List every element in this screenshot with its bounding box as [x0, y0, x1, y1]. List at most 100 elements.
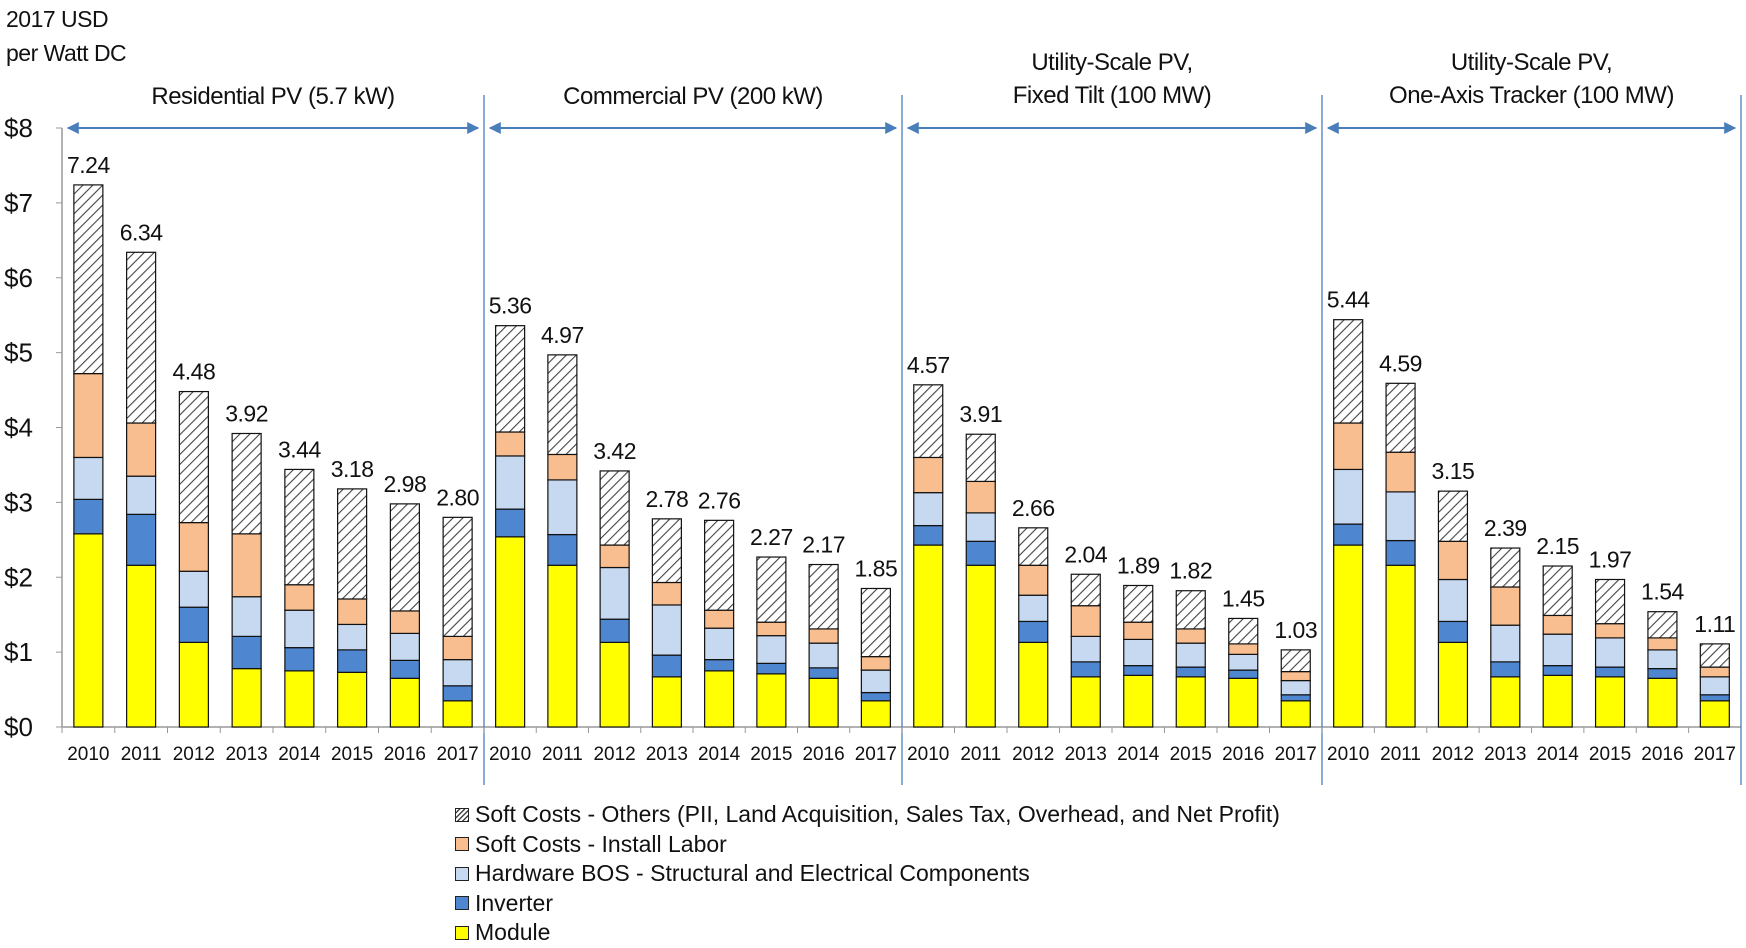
bar-segment-hardware: [284, 609, 315, 649]
x-tick-label: 2013: [1484, 744, 1526, 765]
bar-segment-soft-others: [284, 468, 315, 586]
bar-segment-hardware: [1070, 635, 1101, 663]
bar-segment-soft-labor: [1490, 586, 1521, 626]
total-data-label: 3.15: [1432, 458, 1475, 484]
legend-label: Soft Costs - Others (PII, Land Acquisiti…: [475, 801, 1280, 828]
legend-swatch: [455, 896, 469, 911]
bar-segment-soft-labor: [965, 480, 996, 514]
bar-segment-soft-others: [337, 488, 368, 600]
y-tick-label: $5: [4, 338, 33, 368]
total-data-label: 1.97: [1589, 546, 1632, 572]
bar-segment-hardware: [1490, 624, 1521, 663]
bar-segment-hardware: [337, 623, 368, 651]
bar-segment-soft-labor: [1385, 451, 1416, 493]
bar-segment-module: [1437, 641, 1469, 728]
total-data-label: 1.11: [1694, 611, 1735, 637]
group-title: Utility-Scale PV,: [1451, 49, 1612, 76]
bar-segment-hardware: [651, 604, 682, 656]
bar-segment-soft-others: [704, 519, 735, 611]
x-tick-label: 2011: [1380, 744, 1421, 765]
total-data-label: 3.44: [278, 436, 321, 462]
bar-segment-module: [231, 667, 262, 728]
bar-segment-soft-labor: [860, 656, 891, 671]
bar-segment-module: [1175, 676, 1206, 728]
bar-segment-soft-others: [178, 390, 209, 524]
bar-segment-hardware: [1280, 679, 1311, 696]
bar-segment-soft-others: [1280, 649, 1311, 673]
bar-segment-hardware: [231, 596, 262, 638]
bar-segment-module: [1123, 674, 1154, 728]
bar-segment-soft-others: [73, 184, 104, 375]
bar-segment-inverter: [651, 654, 682, 678]
bar-segment-inverter: [1018, 620, 1049, 643]
bar-segment-hardware: [547, 479, 578, 536]
total-data-label: 2.27: [750, 524, 793, 550]
bar-segment-module: [495, 536, 526, 728]
total-data-label: 2.39: [1484, 515, 1527, 541]
group-title: Residential PV (5.7 kW): [151, 83, 394, 110]
x-tick-label: 2011: [121, 744, 162, 765]
y-tick-label: $3: [4, 487, 33, 517]
bar-segment-hardware: [178, 570, 209, 608]
bar-segment-soft-labor: [1175, 628, 1206, 644]
bar-segment-inverter: [442, 685, 473, 702]
total-data-label: 3.91: [959, 401, 1002, 427]
bar-segment-inverter: [860, 691, 891, 702]
bar-segment-module: [1333, 544, 1364, 728]
bar-segment-module: [337, 671, 368, 728]
total-data-label: 4.48: [172, 359, 215, 385]
bar-segment-module: [913, 544, 944, 728]
x-tick-label: 2012: [1432, 744, 1474, 765]
bar-segment-soft-labor: [1018, 564, 1049, 596]
total-data-label: 4.97: [541, 322, 584, 348]
bar-segment-soft-others: [1333, 319, 1364, 424]
total-data-label: 1.03: [1274, 617, 1317, 643]
total-data-label: 1.89: [1117, 552, 1160, 578]
bar-segment-hardware: [860, 669, 891, 694]
bar-segment-hardware: [965, 512, 996, 542]
bar-segment-soft-others: [1594, 578, 1626, 625]
bar-segment-inverter: [704, 659, 735, 672]
bar-segment-hardware: [1175, 642, 1206, 668]
x-tick-label: 2015: [331, 744, 373, 765]
bar-segment-soft-labor: [1647, 637, 1678, 651]
group-title: Fixed Tilt (100 MW): [1013, 82, 1212, 109]
bar-segment-inverter: [126, 513, 157, 566]
bar-segment-soft-labor: [1699, 666, 1730, 678]
x-tick-label: 2016: [384, 744, 426, 765]
x-tick-label: 2010: [1327, 744, 1369, 765]
x-tick-label: 2011: [542, 744, 583, 765]
bar-segment-inverter: [73, 498, 104, 535]
legend-item: Hardware BOS - Structural and Electrical…: [455, 859, 1280, 889]
bar-segment-module: [1280, 700, 1311, 728]
x-tick-label: 2015: [1589, 744, 1631, 765]
x-tick-label: 2010: [67, 744, 109, 765]
bar-segment-hardware: [1647, 649, 1678, 670]
bar-segment-soft-labor: [913, 456, 944, 494]
legend-label: Inverter: [475, 889, 553, 916]
legend-item: Inverter: [455, 889, 1280, 919]
y-tick-label: $8: [4, 113, 33, 143]
bar-segment-hardware: [1123, 638, 1154, 667]
total-data-label: 3.18: [331, 456, 374, 482]
x-tick-label: 2014: [1117, 744, 1160, 765]
bar-segment-soft-labor: [651, 581, 682, 606]
bar-segment-soft-others: [756, 556, 787, 623]
bar-segment-soft-labor: [178, 521, 209, 572]
bar-segment-hardware: [1018, 594, 1049, 623]
legend: Soft Costs - Others (PII, Land Acquisiti…: [455, 800, 1280, 948]
legend-swatch: [455, 925, 469, 940]
y-axis-label-line-1: 2017 USD: [6, 6, 109, 32]
bar-segment-module: [704, 670, 735, 728]
x-tick-label: 2012: [593, 744, 635, 765]
total-data-label: 2.15: [1536, 533, 1579, 559]
bar-segment-module: [1647, 677, 1678, 728]
bar-segment-inverter: [495, 508, 526, 538]
total-data-label: 5.36: [489, 293, 532, 319]
bar-segment-module: [547, 564, 578, 728]
bar-segment-hardware: [442, 659, 473, 687]
total-data-label: 1.85: [854, 555, 897, 581]
bar-segment-inverter: [284, 647, 315, 672]
y-tick-label: $2: [4, 562, 33, 592]
total-data-label: 2.98: [383, 471, 426, 497]
